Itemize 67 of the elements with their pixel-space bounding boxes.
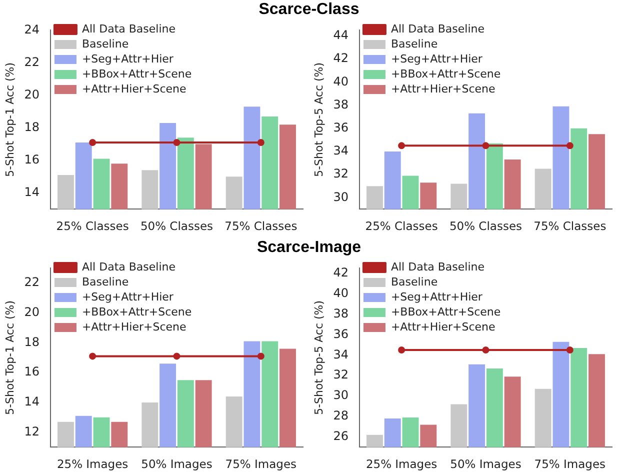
legend-label: +Seg+Attr+Hier	[390, 290, 483, 304]
y-tick-label: 36	[333, 326, 348, 341]
y-tick-label: 20	[24, 88, 40, 102]
y-tick-label: 18	[24, 120, 40, 134]
y-tick-label: 22	[24, 55, 40, 70]
x-tick-label: 25% Classes	[365, 219, 438, 234]
y-tick-label: 12	[24, 424, 40, 438]
legend-label: Baseline	[82, 38, 129, 51]
legend-label: All Data Baseline	[390, 260, 485, 274]
legend-label: All Data Baseline	[82, 260, 176, 274]
y-tick-label: 38	[333, 306, 348, 320]
y-axis-title: 5-Shot Top-1 Acc (%)	[3, 300, 16, 415]
legend-label: +BBox+Attr+Scene	[82, 68, 192, 81]
y-tick-label: 30	[333, 190, 348, 204]
y-tick-label: 42	[333, 51, 348, 66]
legend-label: Baseline	[390, 38, 438, 51]
y-axis-title: 5-Shot Top-1 Acc (%)	[3, 62, 16, 178]
y-tick-label: 36	[333, 120, 348, 135]
y-tick-label: 40	[333, 74, 348, 89]
y-tick-label: 28	[333, 408, 348, 422]
y-tick-label: 14	[24, 394, 40, 408]
x-tick-label: 50% Classes	[140, 219, 214, 234]
y-tick-label: 42	[333, 265, 348, 280]
legend-label: +BBox+Attr+Scene	[82, 305, 192, 318]
y-tick-label: 14	[24, 185, 40, 200]
y-tick-label: 26	[333, 428, 348, 443]
y-tick-label: 32	[333, 166, 348, 181]
x-tick-label: 25% Classes	[56, 219, 129, 234]
y-tick-label: 32	[333, 367, 348, 382]
legend-label: All Data Baseline	[390, 22, 485, 36]
legend-label: Baseline	[82, 275, 129, 288]
x-tick-label: 75% Classes	[224, 219, 298, 234]
legend-label: +Attr+Hier+Scene	[390, 320, 496, 334]
legend-label: +Seg+Attr+Hier	[82, 52, 174, 66]
legend-label: +Seg+Attr+Hier	[390, 52, 483, 66]
legend-label: +Attr+Hier+Scene	[390, 82, 496, 96]
x-tick-label: 25% Images	[56, 456, 128, 471]
chart-title: Scarce-Image	[256, 238, 362, 258]
y-tick-label: 16	[24, 152, 40, 167]
chart-title: Scarce-Class	[258, 0, 360, 20]
legend-label: +Attr+Hier+Scene	[82, 320, 186, 334]
y-tick-label: 40	[333, 286, 348, 300]
y-tick-label: 34	[333, 144, 348, 158]
x-tick-label: 50% Classes	[449, 219, 522, 234]
legend-label: +BBox+Attr+Scene	[390, 305, 501, 318]
x-tick-label: 50% Images	[141, 456, 212, 471]
y-tick-label: 30	[333, 388, 348, 402]
y-tick-label: 20	[24, 304, 40, 319]
legend-label: +BBox+Attr+Scene	[390, 68, 501, 81]
legend-label: +Attr+Hier+Scene	[82, 82, 186, 96]
x-tick-label: 50% Images	[450, 456, 522, 471]
y-tick-label: 16	[24, 364, 40, 378]
x-tick-label: 75% Images	[534, 456, 606, 471]
y-axis-title: 5-Shot Top-5 Acc (%)	[312, 300, 326, 415]
legend-label: +Seg+Attr+Hier	[82, 290, 174, 304]
y-tick-label: 18	[24, 334, 40, 349]
legend-label: All Data Baseline	[82, 22, 176, 36]
y-tick-label: 24	[24, 22, 40, 37]
y-tick-label: 44	[333, 28, 348, 42]
y-tick-label: 22	[24, 274, 40, 289]
x-tick-label: 25% Images	[366, 456, 438, 471]
legend-label: Baseline	[390, 275, 438, 288]
x-tick-label: 75% Classes	[534, 219, 606, 234]
y-tick-label: 38	[333, 98, 348, 112]
x-tick-label: 75% Images	[225, 456, 297, 471]
y-tick-label: 34	[333, 347, 348, 362]
y-axis-title: 5-Shot Top-5 Acc (%)	[312, 62, 326, 178]
